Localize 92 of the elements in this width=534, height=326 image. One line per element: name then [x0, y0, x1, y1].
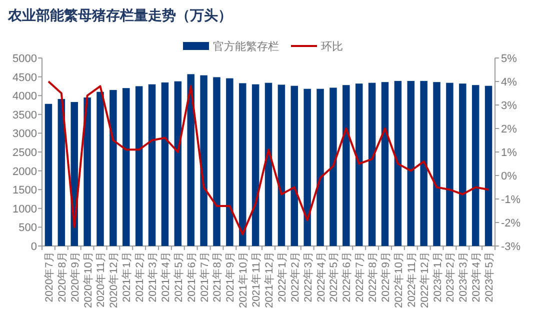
- bar: [110, 90, 117, 246]
- y-tick-label: 4500: [12, 72, 37, 84]
- y2-tick-label: 5%: [501, 53, 518, 65]
- chart-title: 农业部能繁母猪存栏量走势（万头）: [7, 7, 232, 24]
- y-tick-label: 3500: [12, 109, 37, 122]
- x-tick-label: 2021年9月: [224, 251, 237, 302]
- bar: [484, 86, 492, 246]
- y-tick-label: 0: [30, 241, 37, 253]
- bar: [472, 85, 480, 246]
- x-tick-label: 2021年7月: [198, 251, 211, 302]
- y-tick-label: 3000: [12, 128, 37, 140]
- y2-tick-label: 3%: [501, 100, 518, 112]
- y-tick-label: 4000: [12, 90, 37, 103]
- bar: [290, 86, 298, 246]
- bar: [187, 74, 194, 246]
- bar: [148, 84, 156, 246]
- y2-tick-label: -1%: [501, 194, 521, 206]
- y-tick-label: 1500: [12, 184, 37, 197]
- bar: [278, 84, 286, 246]
- x-tick-label: 2022年8月: [367, 251, 380, 302]
- x-tick-label: 2023年4月: [470, 251, 483, 302]
- bar: [174, 81, 182, 246]
- bar: [304, 88, 311, 246]
- x-tick-label: 2020年10月: [82, 251, 94, 308]
- x-tick-label: 2023年1月: [432, 251, 444, 302]
- bar: [381, 82, 389, 246]
- y2-tick-label: 0%: [501, 170, 518, 182]
- x-tick-label: 2021年12月: [264, 251, 276, 308]
- y2-tick-label: 2%: [501, 124, 518, 136]
- x-tick-label: 2022年7月: [354, 251, 366, 302]
- y-tick-label: 2000: [12, 166, 37, 178]
- bar: [122, 88, 130, 246]
- bar: [407, 80, 414, 246]
- bar: [226, 78, 234, 246]
- y2-tick-label: -3%: [501, 241, 521, 253]
- y2-tick-label: 4%: [501, 76, 518, 88]
- bar: [200, 75, 208, 246]
- bar: [264, 82, 272, 246]
- y-tick-label: 5000: [12, 53, 37, 65]
- x-tick-label: 2021年11月: [250, 251, 263, 308]
- bar: [213, 77, 220, 246]
- x-tick-label: 2021年1月: [121, 251, 134, 302]
- y-tick-label: 500: [18, 222, 37, 234]
- x-tick-label: 2022年6月: [341, 251, 354, 302]
- y-tick-label: 2500: [12, 147, 37, 159]
- bar: [238, 83, 246, 246]
- x-tick-label: 2021年3月: [147, 251, 160, 302]
- x-tick-label: 2022年9月: [380, 251, 392, 302]
- x-tick-label: 2022年12月: [418, 251, 431, 308]
- bar: [84, 97, 91, 246]
- x-tick-label: 2021年6月: [186, 251, 198, 302]
- bar: [446, 82, 454, 246]
- bar: [394, 80, 402, 246]
- x-tick-label: 2022年10月: [392, 251, 405, 308]
- x-tick-label: 2021年5月: [172, 251, 185, 302]
- bar: [316, 88, 324, 246]
- x-tick-label: 2022年5月: [328, 251, 340, 302]
- legend-label: 官方能繁存栏: [213, 40, 279, 53]
- bar: [44, 104, 52, 246]
- y2-tick-label: 1%: [501, 147, 518, 159]
- x-tick-label: 2020年9月: [69, 251, 82, 302]
- x-tick-label: 2022年4月: [315, 251, 328, 302]
- x-tick-label: 2021年2月: [134, 251, 146, 302]
- bar: [433, 82, 440, 246]
- x-tick-label: 2022年3月: [302, 251, 314, 302]
- bar: [330, 88, 337, 246]
- x-tick-label: 2020年12月: [108, 251, 120, 308]
- x-tick-label: 2021年10月: [238, 251, 250, 308]
- y2-tick-label: -2%: [501, 218, 521, 230]
- bar: [368, 82, 376, 246]
- x-tick-label: 2023年2月: [444, 251, 457, 302]
- bar: [459, 84, 466, 246]
- bar: [135, 86, 143, 246]
- bar: [58, 98, 66, 246]
- x-tick-label: 2023年3月: [458, 251, 470, 302]
- bar: [355, 84, 363, 246]
- legend-label: 环比: [321, 40, 343, 53]
- bar: [161, 82, 169, 246]
- bar: [96, 92, 104, 246]
- x-tick-label: 2020年8月: [56, 251, 68, 302]
- x-tick-label: 2021年8月: [212, 251, 224, 302]
- x-tick-label: 2023年5月: [484, 251, 496, 302]
- x-tick-label: 2020年11月: [95, 251, 108, 308]
- bar: [252, 84, 260, 246]
- x-tick-label: 2021年4月: [160, 251, 172, 302]
- x-tick-label: 2022年2月: [289, 251, 302, 302]
- x-tick-label: 2020年7月: [43, 251, 56, 302]
- x-tick-label: 2022年1月: [276, 251, 288, 302]
- bar: [342, 85, 350, 246]
- y-tick-label: 1000: [12, 203, 37, 216]
- bar: [420, 80, 428, 246]
- x-tick-label: 2022年11月: [406, 251, 418, 308]
